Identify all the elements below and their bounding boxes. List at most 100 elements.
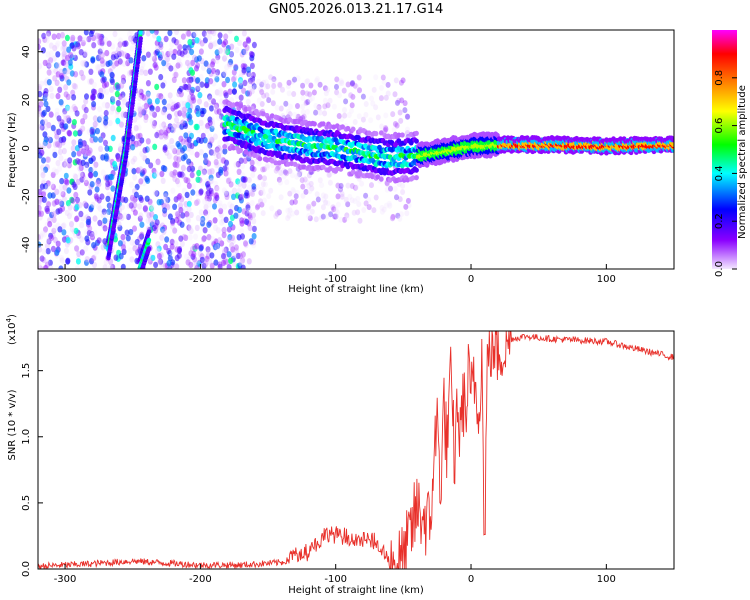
spectrogram-cell: [405, 130, 410, 136]
spectrogram-cell: [158, 258, 164, 265]
spectrogram-cell: [173, 240, 179, 247]
spectrogram-cell: [80, 173, 86, 180]
spectrogram-ridge-cell: [138, 36, 143, 41]
spectrogram-cell: [405, 126, 410, 133]
spectrogram-cell: [113, 254, 119, 261]
spectrogram-cell: [145, 30, 151, 37]
spectrogram-cell: [203, 260, 209, 267]
spectrogram-cell: [84, 259, 89, 266]
spectrogram-cell: [137, 215, 143, 222]
spectrogram-cell: [128, 57, 134, 64]
spectrogram-cell: [221, 71, 227, 79]
spectrogram-cell: [174, 263, 180, 269]
spectrogram-cell: [38, 105, 42, 112]
spectrogram-cell: [221, 261, 227, 268]
spectrogram-cell: [58, 99, 64, 106]
spectrogram-cell: [216, 145, 222, 152]
spectrogram-cell: [215, 69, 221, 76]
spectrogram-cell: [234, 46, 240, 54]
spectrogram-cell: [41, 32, 47, 40]
spectrogram-cell: [162, 125, 168, 132]
spectrogram-cell: [351, 209, 357, 216]
spectrogram-cell: [166, 103, 172, 110]
spectrogram-cell: [393, 77, 399, 84]
spectrogram-cell: [221, 187, 227, 194]
spectrogram-cell: [161, 98, 167, 106]
spectrogram-cell: [228, 58, 234, 66]
spectrogram-cell: [307, 96, 313, 103]
spectrogram-cell: [181, 77, 187, 84]
spectrogram-cell: [208, 149, 214, 156]
spectrogram-ridge-cell: [350, 126, 356, 132]
spectrogram-cell: [172, 175, 178, 183]
spectrogram-cell: [245, 90, 251, 97]
x-tick-label: -100: [324, 274, 347, 285]
spectrogram-cell: [214, 192, 220, 199]
spectrogram-ridge-cell: [414, 130, 419, 136]
spectrogram-cell: [160, 177, 166, 184]
spectrogram-cell: [136, 87, 142, 94]
spectrogram-cell: [130, 158, 136, 165]
spectrogram-cell: [316, 104, 322, 111]
spectrogram-cell: [186, 83, 192, 91]
spectrogram-cell: [188, 261, 194, 269]
spectrogram-cell: [181, 110, 187, 117]
spectrogram-cell: [60, 45, 66, 52]
spectrogram-cell: [134, 183, 140, 191]
spectrogram-cell: [96, 237, 102, 244]
spectrogram-cell: [90, 201, 96, 209]
spectrogram-cell: [89, 230, 95, 238]
spectrogram-cell: [402, 100, 408, 107]
spectrogram-cell: [110, 43, 116, 50]
spectrogram-cell: [118, 253, 124, 260]
spectrogram-cell: [184, 253, 189, 260]
spectrogram-cell: [207, 30, 213, 35]
spectrogram-ridge-cell: [312, 121, 317, 127]
spectrogram-cell: [79, 249, 85, 256]
spectrogram-cell: [305, 205, 311, 212]
spectrogram-cell: [106, 202, 112, 209]
spectrogram-cell: [368, 117, 374, 124]
spectrogram-cell: [75, 196, 80, 204]
spectrogram-cell: [265, 83, 271, 90]
spectrogram-cell: [321, 196, 327, 203]
y-tick-label: 0.5: [21, 495, 32, 511]
spectrogram-cell: [177, 110, 183, 117]
spectrogram-cell: [42, 131, 48, 138]
spectrogram-cell: [223, 47, 229, 55]
spectrogram-cell: [64, 179, 70, 186]
spectrogram-cell: [97, 205, 103, 212]
spectrogram-cell: [202, 198, 208, 205]
spectrogram-cell: [197, 98, 202, 105]
spectrogram-cell: [92, 121, 98, 128]
spectrogram-cell: [78, 164, 84, 171]
spectrogram-cell: [141, 168, 147, 175]
spectrogram-cell: [199, 81, 205, 88]
spectrogram-cell: [400, 77, 406, 84]
spectrogram-cell: [88, 172, 94, 179]
spectrogram-cell: [96, 33, 102, 40]
spectrogram-ridge-cell: [139, 19, 143, 23]
spectrogram-cell: [214, 102, 220, 109]
spectrogram-cell: [238, 94, 244, 101]
spectrogram-cell: [297, 171, 303, 178]
spectrogram-cell: [273, 213, 279, 219]
spectrogram-cell: [292, 76, 297, 83]
spectrogram-cell: [95, 127, 100, 135]
spectrogram-cell: [139, 92, 145, 100]
spectrogram-cell: [355, 195, 361, 202]
spectrogram-cell: [282, 169, 288, 176]
spectrogram-cell: [38, 90, 43, 98]
spectrogram-cell: [109, 64, 115, 71]
spectrogram-cell: [209, 167, 215, 175]
spectrogram-cell: [398, 117, 404, 124]
spectrogram-cell: [141, 179, 147, 187]
spectrogram-cell: [313, 102, 319, 109]
spectrogram-ridge-cell: [146, 229, 152, 234]
spectrogram-cell: [343, 98, 349, 105]
spectrogram-cell: [194, 151, 200, 158]
spectrogram-cell: [43, 118, 48, 126]
spectrogram-cell: [126, 31, 132, 38]
spectrogram-cell: [63, 172, 69, 180]
spectrogram-cell: [74, 110, 80, 117]
